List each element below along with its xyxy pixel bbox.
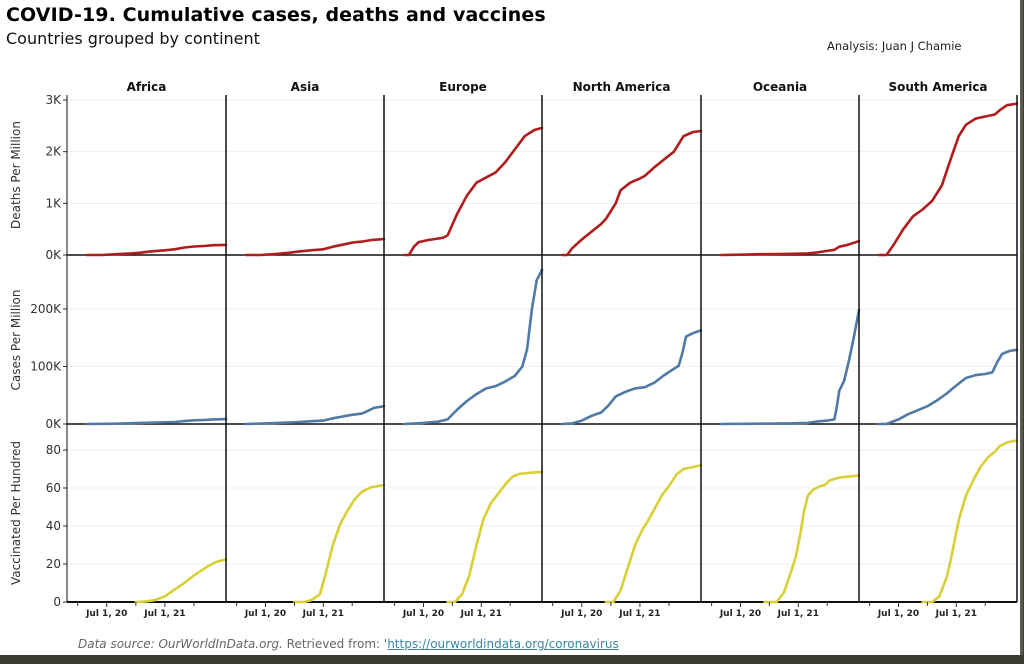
x-tick-label-north-america: Jul 1, 20 (560, 609, 602, 619)
y-tick-label-vaccinated: 20 (46, 557, 61, 571)
y-tick-label-cases: 200K (30, 302, 62, 316)
y-axis-title-cases: Cases Per Million (9, 289, 23, 390)
series-line-vaccinated-africa (134, 558, 228, 604)
facet-title-oceania: Oceania (753, 80, 807, 94)
y-axis-title-deaths: Deaths Per Million (9, 121, 23, 229)
chart-subtitle: Countries grouped by continent (6, 29, 260, 48)
retrieved-label: Retrieved from: ' (282, 637, 388, 651)
chart-title: COVID-19. Cumulative cases, deaths and v… (6, 4, 546, 26)
x-tick-label-south-america: Jul 1, 21 (935, 609, 977, 619)
series-line-deaths-europe (402, 126, 544, 257)
series-line-cases-south-america (877, 348, 1019, 426)
series-line-cases-asia (244, 404, 386, 426)
series-line-deaths-south-america (877, 102, 1019, 257)
facet-title-europe: Europe (439, 80, 487, 94)
y-tick-label-cases: 0K (45, 417, 62, 431)
x-tick-label-asia: Jul 1, 21 (302, 609, 344, 619)
series-line-deaths-north-america (561, 129, 703, 257)
y-axis-title-vaccinated: Vaccinated Per Hundred (9, 441, 23, 585)
x-tick-label-oceania: Jul 1, 20 (719, 609, 761, 619)
series-line-vaccinated-south-america (921, 439, 1019, 604)
series-line-cases-oceania (719, 308, 861, 426)
y-tick-label-deaths: 2K (45, 145, 62, 159)
data-source-label: Data source: OurWorldInData.org. (78, 637, 283, 651)
source-link[interactable]: https://ourworldindata.org/coronavirus (387, 637, 619, 651)
series-line-deaths-oceania (719, 239, 861, 257)
analysis-credit: Analysis: Juan J Chamie (827, 39, 962, 53)
y-tick-label-vaccinated: 40 (46, 519, 61, 533)
x-tick-label-oceania: Jul 1, 21 (777, 609, 819, 619)
series-line-vaccinated-north-america (604, 463, 703, 604)
x-tick-label-asia: Jul 1, 20 (244, 609, 286, 619)
series-line-cases-europe (402, 268, 544, 426)
facet-title-africa: Africa (127, 80, 167, 94)
y-tick-label-cases: 100K (30, 360, 62, 374)
series-line-cases-north-america (561, 329, 703, 426)
facet-title-south-america: South America (888, 80, 987, 94)
data-source-note: Data source: OurWorldInData.org. Retriev… (78, 637, 619, 651)
x-tick-label-europe: Jul 1, 21 (460, 609, 502, 619)
x-tick-label-europe: Jul 1, 20 (402, 609, 444, 619)
y-tick-label-vaccinated: 80 (46, 443, 61, 457)
y-tick-label-vaccinated: 0 (53, 595, 61, 609)
y-tick-label-vaccinated: 60 (46, 481, 61, 495)
series-line-deaths-asia (244, 237, 386, 257)
series-line-deaths-africa (86, 243, 228, 257)
x-tick-label-south-america: Jul 1, 20 (877, 609, 919, 619)
series-line-vaccinated-asia (293, 483, 386, 604)
facet-title-north-america: North America (573, 80, 671, 94)
series-line-vaccinated-europe (446, 470, 544, 604)
y-tick-label-deaths: 0K (45, 248, 62, 262)
x-tick-label-africa: Jul 1, 20 (85, 609, 127, 619)
facet-title-asia: Asia (291, 80, 320, 94)
x-tick-label-africa: Jul 1, 21 (143, 609, 185, 619)
series-line-cases-africa (86, 417, 228, 426)
x-tick-label-north-america: Jul 1, 21 (618, 609, 660, 619)
series-line-vaccinated-oceania (763, 474, 861, 604)
y-tick-label-deaths: 1K (45, 196, 62, 210)
y-tick-label-deaths: 3K (45, 93, 62, 107)
